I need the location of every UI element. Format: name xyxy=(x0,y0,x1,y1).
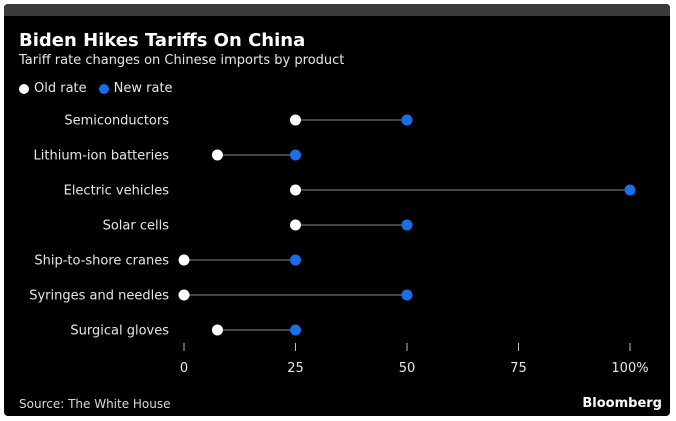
new-rate-dot xyxy=(290,324,301,336)
category-label: Solar cells xyxy=(103,219,170,234)
old-rate-dot xyxy=(290,219,301,231)
old-rate-dot xyxy=(211,324,223,336)
old-rate-dot xyxy=(290,114,301,126)
category-label: Lithium-ion batteries xyxy=(34,149,170,164)
new-rate-dot xyxy=(401,114,413,126)
legend-label-new: New rate xyxy=(113,81,173,96)
category-label: Ship-to-shore cranes xyxy=(34,254,169,269)
old-rate-dot xyxy=(290,184,301,196)
top-bar xyxy=(4,4,670,16)
x-tick-label: 25 xyxy=(287,361,304,376)
x-tick-label: 0 xyxy=(180,361,188,376)
category-label: Semiconductors xyxy=(64,114,169,129)
chart-card: Biden Hikes Tariffs On China Tariff rate… xyxy=(4,4,670,416)
legend-label-old: Old rate xyxy=(34,81,87,96)
legend: Old rate New rate xyxy=(19,81,179,96)
x-tick-label: 100% xyxy=(611,361,648,376)
category-label: Surgical gloves xyxy=(70,324,169,339)
category-label: Electric vehicles xyxy=(64,184,170,199)
new-rate-dot xyxy=(290,149,301,161)
legend-item-new: New rate xyxy=(98,81,173,96)
legend-item-old: Old rate xyxy=(19,81,87,96)
x-tick-label: 75 xyxy=(510,361,527,376)
category-label: Syringes and needles xyxy=(29,289,169,304)
old-rate-dot xyxy=(178,254,190,266)
old-rate-dot xyxy=(178,289,190,301)
source-note: Source: The White House xyxy=(19,397,171,411)
new-rate-dot xyxy=(624,184,636,196)
chart-title: Biden Hikes Tariffs On China xyxy=(19,30,306,51)
legend-swatch-new xyxy=(98,83,109,94)
dot-plot: Semiconductors Lithium-ion batteries Elect… xyxy=(29,114,648,377)
new-rate-dot xyxy=(401,219,413,231)
chart-subtitle: Tariff rate changes on Chinese imports b… xyxy=(19,53,345,68)
new-rate-dot xyxy=(290,254,301,266)
old-rate-dot xyxy=(211,149,223,161)
new-rate-dot xyxy=(401,289,413,301)
brand-logo: Bloomberg xyxy=(582,396,662,411)
legend-swatch-old xyxy=(19,83,29,94)
x-tick-label: 50 xyxy=(399,361,416,376)
